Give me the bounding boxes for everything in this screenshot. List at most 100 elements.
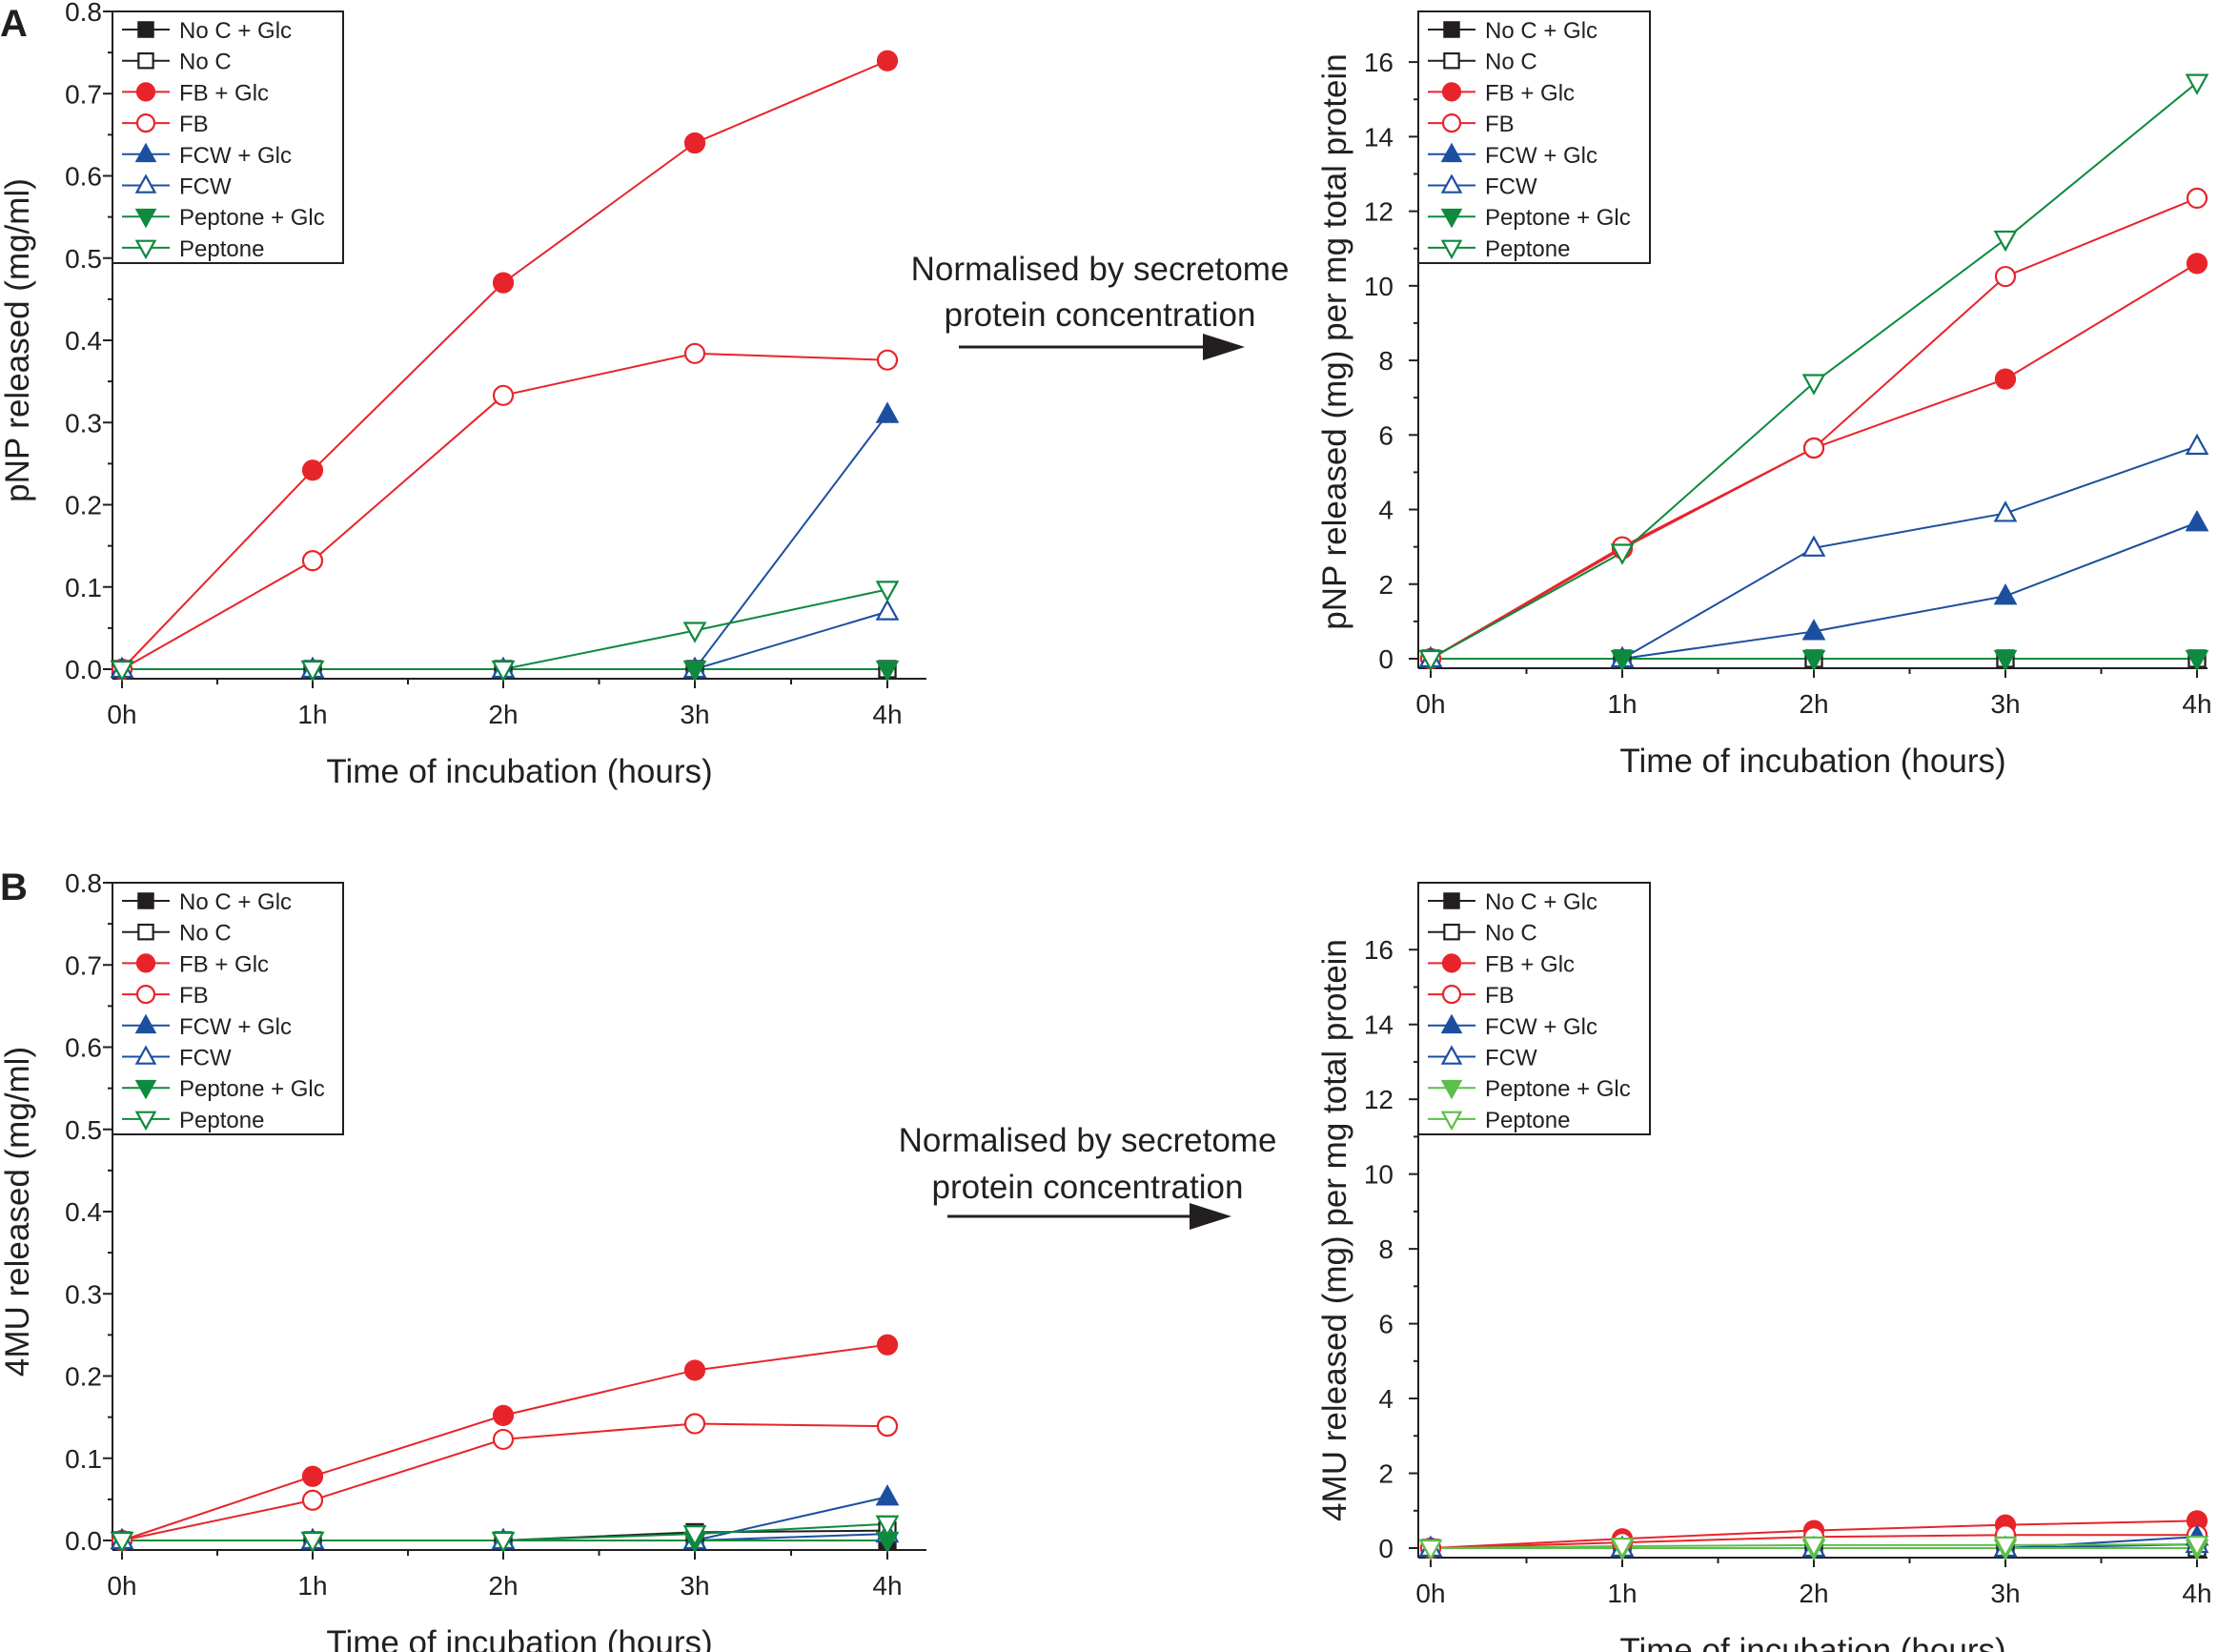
- series-line: [122, 588, 888, 670]
- legend-marker: [137, 21, 154, 38]
- legend-label: Peptone + Glc: [1485, 205, 1631, 231]
- data-point: [683, 342, 706, 364]
- legend-label: No C + Glc: [1485, 18, 1597, 44]
- data-point: [491, 660, 516, 683]
- annotation-a: Normalised by secretome protein concentr…: [911, 251, 1289, 360]
- legend-marker: [137, 51, 154, 70]
- data-point: [875, 1515, 900, 1538]
- legend-marker: [137, 892, 154, 909]
- legend-marker: [137, 923, 154, 941]
- data-point: [875, 660, 900, 683]
- data-point: [682, 1524, 707, 1547]
- legend-marker: [1440, 142, 1463, 163]
- data-point: [1993, 583, 2018, 605]
- y-tick-label: 0.1: [65, 573, 102, 602]
- legend-marker: [134, 1013, 157, 1034]
- x-axis-title: Time of incubation (hours): [326, 1624, 712, 1652]
- series-line: [1430, 262, 2198, 660]
- data-point: [2185, 649, 2209, 672]
- chart-A-left: 0.0 0.1 0.2 0.3 0.4 0.5 0.6 0.7 0.8 0h 1h 2h 3h 4h Tim…: [0, 0, 926, 790]
- x-tick-label: 1h: [297, 1571, 327, 1601]
- x-axis-title: Time of incubation (hours): [1619, 743, 2005, 780]
- y-tick-label: 0.6: [65, 1033, 102, 1063]
- legend-marker: [135, 82, 156, 102]
- x-tick-label: 2h: [488, 1571, 518, 1601]
- legend-marker: [134, 1111, 157, 1132]
- data-point: [491, 1531, 516, 1554]
- legend-marker: [135, 113, 156, 133]
- data-point: [2185, 73, 2209, 95]
- data-point: [876, 349, 899, 371]
- legend-marker: [135, 984, 156, 1005]
- y-tick-label: 0.2: [65, 1362, 102, 1392]
- y-tick-label: 0.1: [65, 1444, 102, 1474]
- y-tick-label: 0.6: [65, 162, 102, 192]
- data-point: [1801, 619, 1826, 641]
- data-point: [683, 1359, 706, 1381]
- y-tick-label: 0.3: [65, 1279, 102, 1309]
- y-tick-label: 16: [1364, 48, 1394, 77]
- legend-label: FB: [1485, 983, 1515, 1009]
- legend-label: No C + Glc: [179, 889, 292, 915]
- data-point: [1993, 649, 2018, 672]
- data-point: [682, 622, 707, 643]
- legend-marker: [134, 173, 157, 194]
- legend-marker: [1440, 1079, 1463, 1100]
- data-point: [875, 1484, 900, 1506]
- y-tick-label: 0.5: [65, 244, 102, 274]
- y-tick-label: 0.3: [65, 408, 102, 438]
- annotation-b-line1: Normalised by secretome: [899, 1122, 1277, 1159]
- data-point: [110, 660, 134, 683]
- legend-marker: [1440, 1045, 1463, 1065]
- x-tick-label: 2h: [1799, 1579, 1828, 1608]
- y-tick-label: 2: [1378, 1459, 1394, 1489]
- data-point: [1610, 649, 1635, 672]
- x-tick-label: 3h: [680, 700, 709, 729]
- data-point: [1801, 1536, 1826, 1559]
- data-point: [1994, 368, 2017, 390]
- data-point: [492, 1428, 515, 1451]
- y-tick-label: 12: [1364, 197, 1394, 227]
- y-tick-label: 10: [1364, 1160, 1394, 1190]
- data-point: [492, 272, 515, 294]
- data-point: [1993, 1536, 2018, 1559]
- y-tick-label: 0.7: [65, 950, 102, 980]
- data-point: [1994, 265, 2017, 288]
- legend-marker: [1440, 1111, 1463, 1132]
- legend-label: No C + Glc: [179, 18, 292, 44]
- data-point: [875, 581, 900, 602]
- chart-B-right: 0 2 4 6 8 10 12 14 16 0h 1h 2h 3h 4h Time of incubatio…: [1316, 882, 2212, 1652]
- legend: No C + Glc No C FB + Glc FB FCW + Glc FCW Pept…: [112, 10, 344, 264]
- legend-label: FB + Glc: [179, 80, 269, 106]
- data-point: [1801, 649, 1826, 672]
- legend-label: FCW + Glc: [179, 143, 292, 169]
- data-point: [110, 1531, 134, 1554]
- y-tick-label: 6: [1378, 1310, 1394, 1339]
- legend-marker: [1441, 82, 1462, 102]
- legend-marker: [1441, 113, 1462, 133]
- legend-label: FCW + Glc: [1485, 143, 1597, 169]
- data-point: [2185, 509, 2209, 532]
- legend-label: No C: [1485, 921, 1537, 947]
- legend-label: Peptone: [1485, 1108, 1570, 1133]
- data-point: [301, 550, 324, 572]
- data-point: [492, 1404, 515, 1427]
- y-tick-label: 0.8: [65, 868, 102, 898]
- y-tick-label: 8: [1378, 1234, 1394, 1264]
- legend-label: FB + Glc: [1485, 951, 1575, 977]
- annotation-a-line2: protein concentration: [945, 296, 1256, 334]
- x-axis-title: Time of incubation (hours): [326, 753, 712, 790]
- legend-marker: [1440, 1013, 1463, 1034]
- legend-marker: [1443, 21, 1460, 38]
- x-tick-label: 1h: [1607, 689, 1637, 719]
- legend-marker: [1443, 892, 1460, 909]
- y-tick-label: 0.4: [65, 326, 102, 356]
- x-tick-label: 4h: [872, 700, 902, 729]
- x-tick-label: 0h: [1415, 1579, 1445, 1608]
- chart-B-left: 0.0 0.1 0.2 0.3 0.4 0.5 0.6 0.7 0.8 0h 1h 2h 3h 4h Tim…: [0, 868, 926, 1652]
- y-axis-title: pNP released (mg) per mg total protein: [1316, 53, 1353, 629]
- legend-label: Peptone: [179, 236, 264, 262]
- data-point: [492, 384, 515, 406]
- x-tick-label: 4h: [2182, 689, 2211, 719]
